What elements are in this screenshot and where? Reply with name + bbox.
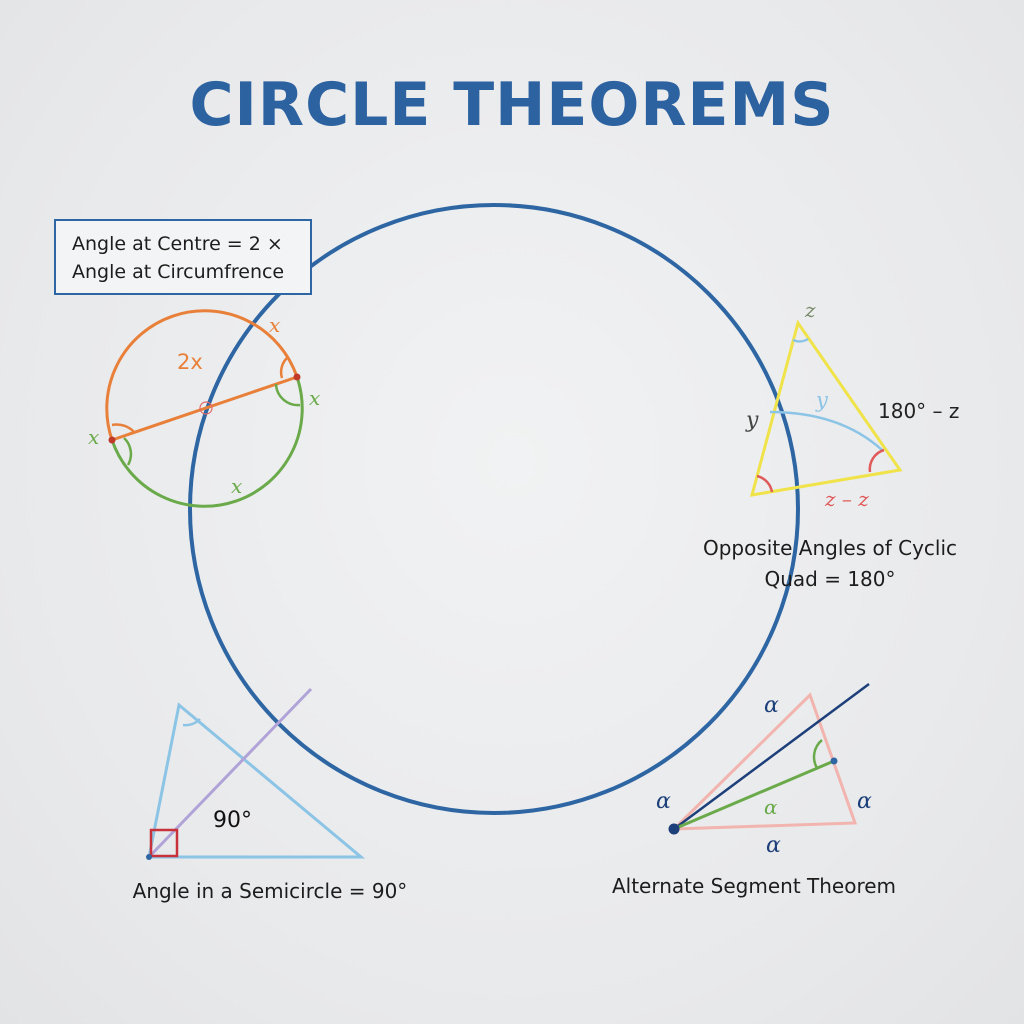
alternate-caption: Alternate Segment Theorem xyxy=(611,874,897,898)
cyclic-inner-arc xyxy=(769,410,883,451)
cyclic-angle-mark-left xyxy=(756,474,774,493)
chord-end-dot xyxy=(830,757,838,765)
alternate-top-label: α xyxy=(764,693,779,718)
bottom-angle-label: x xyxy=(231,474,242,498)
left-endpoint-dot xyxy=(108,436,116,444)
centre-theorem-line2: Angle at Circumfrence xyxy=(72,261,285,283)
tangent-line xyxy=(673,682,870,831)
cyclic-caption-line2: Quad = 180° xyxy=(764,567,896,591)
right-endpoint-dot xyxy=(293,373,301,381)
page-title: CIRCLE THEOREMS xyxy=(189,70,835,140)
angle-mark-left-lower xyxy=(123,437,133,466)
semicircle-caption: Angle in a Semicircle = 90° xyxy=(132,879,408,903)
tangent-point-dot xyxy=(668,823,680,835)
alternate-angle-mark xyxy=(812,739,823,769)
centre-theorem-box: Angle at Centre = 2 × Angle at Circumfre… xyxy=(54,219,312,295)
alternate-left-label: α xyxy=(656,789,671,814)
centre-point xyxy=(199,401,213,415)
cyclic-angle-mark-top xyxy=(792,337,809,343)
semicircle-angle-label: 90° xyxy=(213,808,252,833)
semicircle-triangle xyxy=(147,702,366,859)
cyclic-caption-line1: Opposite Angles of Cyclic xyxy=(702,536,958,560)
alternate-segment-figure: α α α α α xyxy=(656,682,872,858)
cyclic-left-label: y xyxy=(745,408,759,433)
cyclic-bottom-label: z – z xyxy=(824,487,869,511)
cyclic-right-label: 180° – z xyxy=(878,399,959,423)
centre-circle-upper-arc xyxy=(105,309,299,441)
centre-angle-label: 2x xyxy=(177,350,203,374)
centre-diameter xyxy=(111,375,298,442)
top-angle-label: x xyxy=(269,313,280,337)
right-angle-marker xyxy=(149,828,179,858)
alternate-bottom-label: α xyxy=(766,833,781,858)
centre-circle-lower-arc xyxy=(110,376,304,508)
alternate-inner-label: α xyxy=(764,795,778,819)
angle-mark-left-upper xyxy=(111,423,136,434)
centre-theorem-line1: Angle at Centre = 2 × xyxy=(72,233,283,255)
angle-mark-right-lower xyxy=(274,383,301,407)
cyclic-quad-figure: z y y 180° – z z – z xyxy=(745,298,959,511)
cyclic-top-label: z xyxy=(804,298,816,322)
chord-line xyxy=(673,759,835,831)
semicircle-figure: 90° xyxy=(146,687,366,860)
semicircle-angle-mark-top xyxy=(182,718,201,727)
cyclic-inner-label: y xyxy=(815,388,829,412)
alternate-right-label: α xyxy=(857,789,872,814)
angle-mark-right-upper xyxy=(279,356,289,379)
cyclic-angle-mark-right xyxy=(868,448,885,473)
right-angle-label: x xyxy=(309,386,320,410)
left-angle-label: x xyxy=(88,425,99,449)
main-circle xyxy=(188,203,800,815)
semicircle-vertex-dot xyxy=(146,854,152,860)
centre-theorem-figure: 2x x x x x xyxy=(88,309,320,508)
cyclic-triangle xyxy=(749,319,903,497)
